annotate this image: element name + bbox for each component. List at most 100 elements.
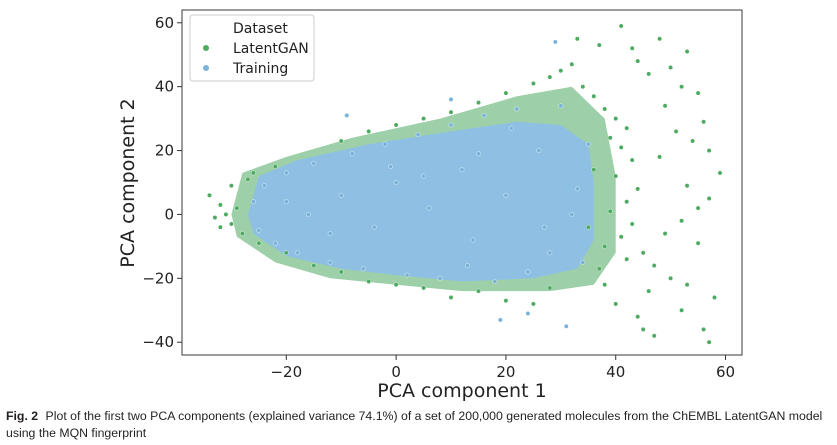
y-axis-label: PCA component 2 (117, 98, 139, 267)
legend-marker-latentgan (203, 45, 209, 51)
scatter-point (580, 84, 586, 90)
scatter-point (228, 221, 234, 227)
scatter-point (695, 90, 701, 96)
scatter-point (382, 141, 388, 147)
scatter-point (542, 224, 547, 230)
scatter-point (695, 205, 701, 211)
scatter-point (558, 68, 564, 74)
scatter-point (470, 237, 476, 243)
scatter-point (706, 339, 712, 345)
scatter-point (646, 71, 652, 77)
scatter-point (465, 263, 470, 268)
scatter-point (283, 199, 289, 205)
scatter-point (602, 243, 608, 249)
scatter-point (552, 39, 558, 45)
scatter-point (547, 285, 553, 291)
scatter-point (525, 269, 531, 275)
scatter-point (338, 138, 344, 144)
scatter-point (569, 61, 575, 67)
scatter-point (585, 141, 591, 147)
scatter-point (646, 288, 652, 294)
scatter-point (624, 125, 630, 131)
scatter-point (613, 173, 619, 179)
scatter-point (657, 36, 662, 42)
scatter-point (344, 113, 350, 118)
scatter-point (459, 167, 465, 173)
x-axis: −20 0 20 40 60 (270, 355, 735, 381)
scatter-point (684, 49, 690, 54)
scatter-point (503, 192, 509, 198)
scatter-point (706, 148, 712, 154)
scatter-point (360, 266, 366, 272)
scatter-point (349, 151, 355, 157)
scatter-point (717, 170, 723, 176)
scatter-point (640, 326, 646, 332)
scatter-point (207, 192, 212, 198)
scatter-point (624, 256, 630, 262)
scatter-point (223, 211, 229, 217)
scatter-point (421, 285, 426, 291)
scatter-point (305, 211, 311, 217)
scatter-point (613, 116, 619, 122)
scatter-point (415, 132, 421, 138)
scatter-point (497, 317, 503, 323)
scatter-point (366, 128, 372, 134)
scatter-point (679, 307, 684, 313)
legend: Dataset LatentGAN Training (189, 14, 315, 82)
scatter-point (234, 205, 240, 211)
scatter-point (327, 231, 333, 237)
scatter-point (448, 97, 454, 102)
scatter-point (393, 282, 399, 288)
scatter-point (591, 93, 597, 99)
scatter-point (437, 275, 443, 281)
legend-label-training: Training (232, 61, 288, 77)
figure-label: Fig. 2 (6, 409, 39, 423)
scatter-point (525, 311, 531, 316)
scatter-point (228, 183, 234, 189)
scatter-point (651, 263, 657, 268)
scatter-point (574, 36, 580, 42)
scatter-point (668, 275, 673, 281)
scatter-point (585, 224, 591, 230)
scatter-point (514, 106, 520, 112)
scatter-point (706, 196, 712, 201)
scatter-point (607, 208, 613, 214)
scatter-point (283, 250, 289, 256)
series-training (250, 39, 591, 329)
scatter-point (217, 224, 223, 230)
scatter-point (508, 125, 514, 131)
x-tick-label: 0 (391, 363, 401, 381)
scatter-point (558, 103, 564, 109)
scatter-point (448, 122, 454, 128)
scatter-point (476, 100, 481, 106)
series-latentgan (207, 23, 723, 345)
scatter-point (448, 295, 454, 300)
scatter-point (393, 122, 399, 128)
scatter-point (366, 279, 372, 284)
y-tick-label: 0 (164, 205, 174, 223)
scatter-point (679, 218, 684, 224)
scatter-point (217, 202, 223, 208)
scatter-point (563, 323, 569, 329)
scatter-point (272, 240, 278, 246)
scatter-point (371, 224, 377, 230)
scatter-point (250, 170, 256, 176)
legend-title: Dataset (233, 21, 288, 37)
x-tick-label: 40 (606, 363, 625, 381)
scatter-point (629, 45, 635, 51)
scatter-point (618, 23, 624, 29)
scatter-point (212, 215, 218, 221)
scatter-point (261, 183, 267, 189)
scatter-point (635, 186, 641, 192)
legend-marker-training (203, 65, 209, 71)
figure-caption: Fig. 2 Plot of the first two PCA compone… (6, 408, 832, 442)
scatter-point (393, 180, 399, 185)
scatter-point (657, 154, 662, 160)
scatter-point (690, 138, 695, 144)
y-tick-label: 40 (155, 78, 174, 96)
scatter-point (476, 151, 481, 157)
scatter-point (629, 157, 635, 163)
scatter-point (426, 205, 432, 211)
scatter-point (668, 65, 673, 70)
scatter-point (679, 84, 684, 90)
